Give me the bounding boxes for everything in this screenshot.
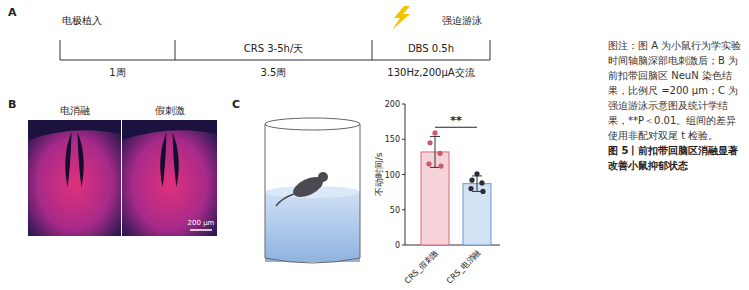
timeline-tick: [60, 40, 61, 60]
error-line: [435, 136, 436, 167]
point: [438, 163, 443, 168]
stain-cavity: [160, 132, 166, 187]
error-line: [477, 176, 478, 192]
label: B: [8, 98, 16, 111]
label: A: [8, 6, 17, 19]
stain-image: [28, 120, 121, 236]
y-tick: [402, 174, 405, 175]
label: C: [232, 98, 240, 111]
label: 130Hz,200μA交流: [387, 67, 474, 78]
stain-edge: [28, 120, 121, 140]
beaker-rim: [265, 118, 360, 130]
label: CRS_电消融: [445, 248, 483, 286]
mouse-tail: [276, 194, 294, 206]
timeline-axis: [60, 60, 490, 61]
label: CRS 3-5h/天: [244, 43, 304, 54]
point: [437, 151, 442, 156]
label: 强迫游泳: [442, 15, 482, 26]
label: 50: [390, 206, 400, 215]
point: [468, 186, 473, 191]
label: 1周: [109, 67, 125, 78]
caption-text: 图注：图 A 为小鼠行为学实验时间轴脑深部电刺激后；B 为前扣带回脑区 NeuN…: [608, 38, 744, 143]
label: 电消融: [60, 105, 90, 116]
label: 假刺激: [155, 105, 185, 116]
stain-cavity: [173, 132, 179, 187]
point: [474, 171, 479, 176]
label: DBS 0.5h: [408, 43, 454, 54]
stain-cavity: [65, 132, 71, 187]
label: CRS_假刺激: [403, 248, 441, 286]
label: 电极植入: [62, 15, 102, 26]
point: [480, 189, 485, 194]
timeline-tick: [175, 40, 176, 60]
y-tick: [402, 209, 405, 210]
scale-bar: [190, 229, 212, 231]
point: [432, 130, 437, 135]
y-tick: [402, 245, 405, 246]
stain-edge: [122, 120, 217, 140]
point: [479, 180, 484, 185]
point: [426, 161, 431, 166]
caption-title: 图 5丨前扣带回脑区消融显著改善小鼠抑郁状态: [608, 143, 744, 173]
label: 3.5周: [261, 67, 287, 78]
label: 0: [395, 241, 400, 250]
caption: 图注：图 A 为小鼠行为学实验时间轴脑深部电刺激后；B 为前扣带回脑区 NeuN…: [608, 38, 744, 173]
label: 不动时间/s: [374, 152, 384, 196]
point: [469, 178, 474, 183]
bar: [463, 184, 491, 245]
label: 200 μm: [188, 219, 215, 227]
lightning: [392, 6, 410, 30]
water: [265, 192, 360, 262]
timeline-tick: [490, 40, 491, 60]
error-cap: [430, 136, 440, 137]
timeline-tick: [372, 40, 373, 60]
stain-cavity: [78, 132, 84, 187]
y-tick: [402, 139, 405, 140]
point: [427, 140, 432, 145]
plot-area: [421, 130, 491, 245]
y-tick: [402, 104, 405, 105]
error-cap: [430, 167, 440, 168]
beaker: [265, 124, 360, 263]
label: 200: [385, 100, 400, 109]
label: 150: [385, 135, 400, 144]
label: **: [450, 114, 462, 127]
stain-image: [122, 120, 217, 236]
label: 100: [385, 171, 400, 180]
mouse-head: [318, 172, 328, 182]
